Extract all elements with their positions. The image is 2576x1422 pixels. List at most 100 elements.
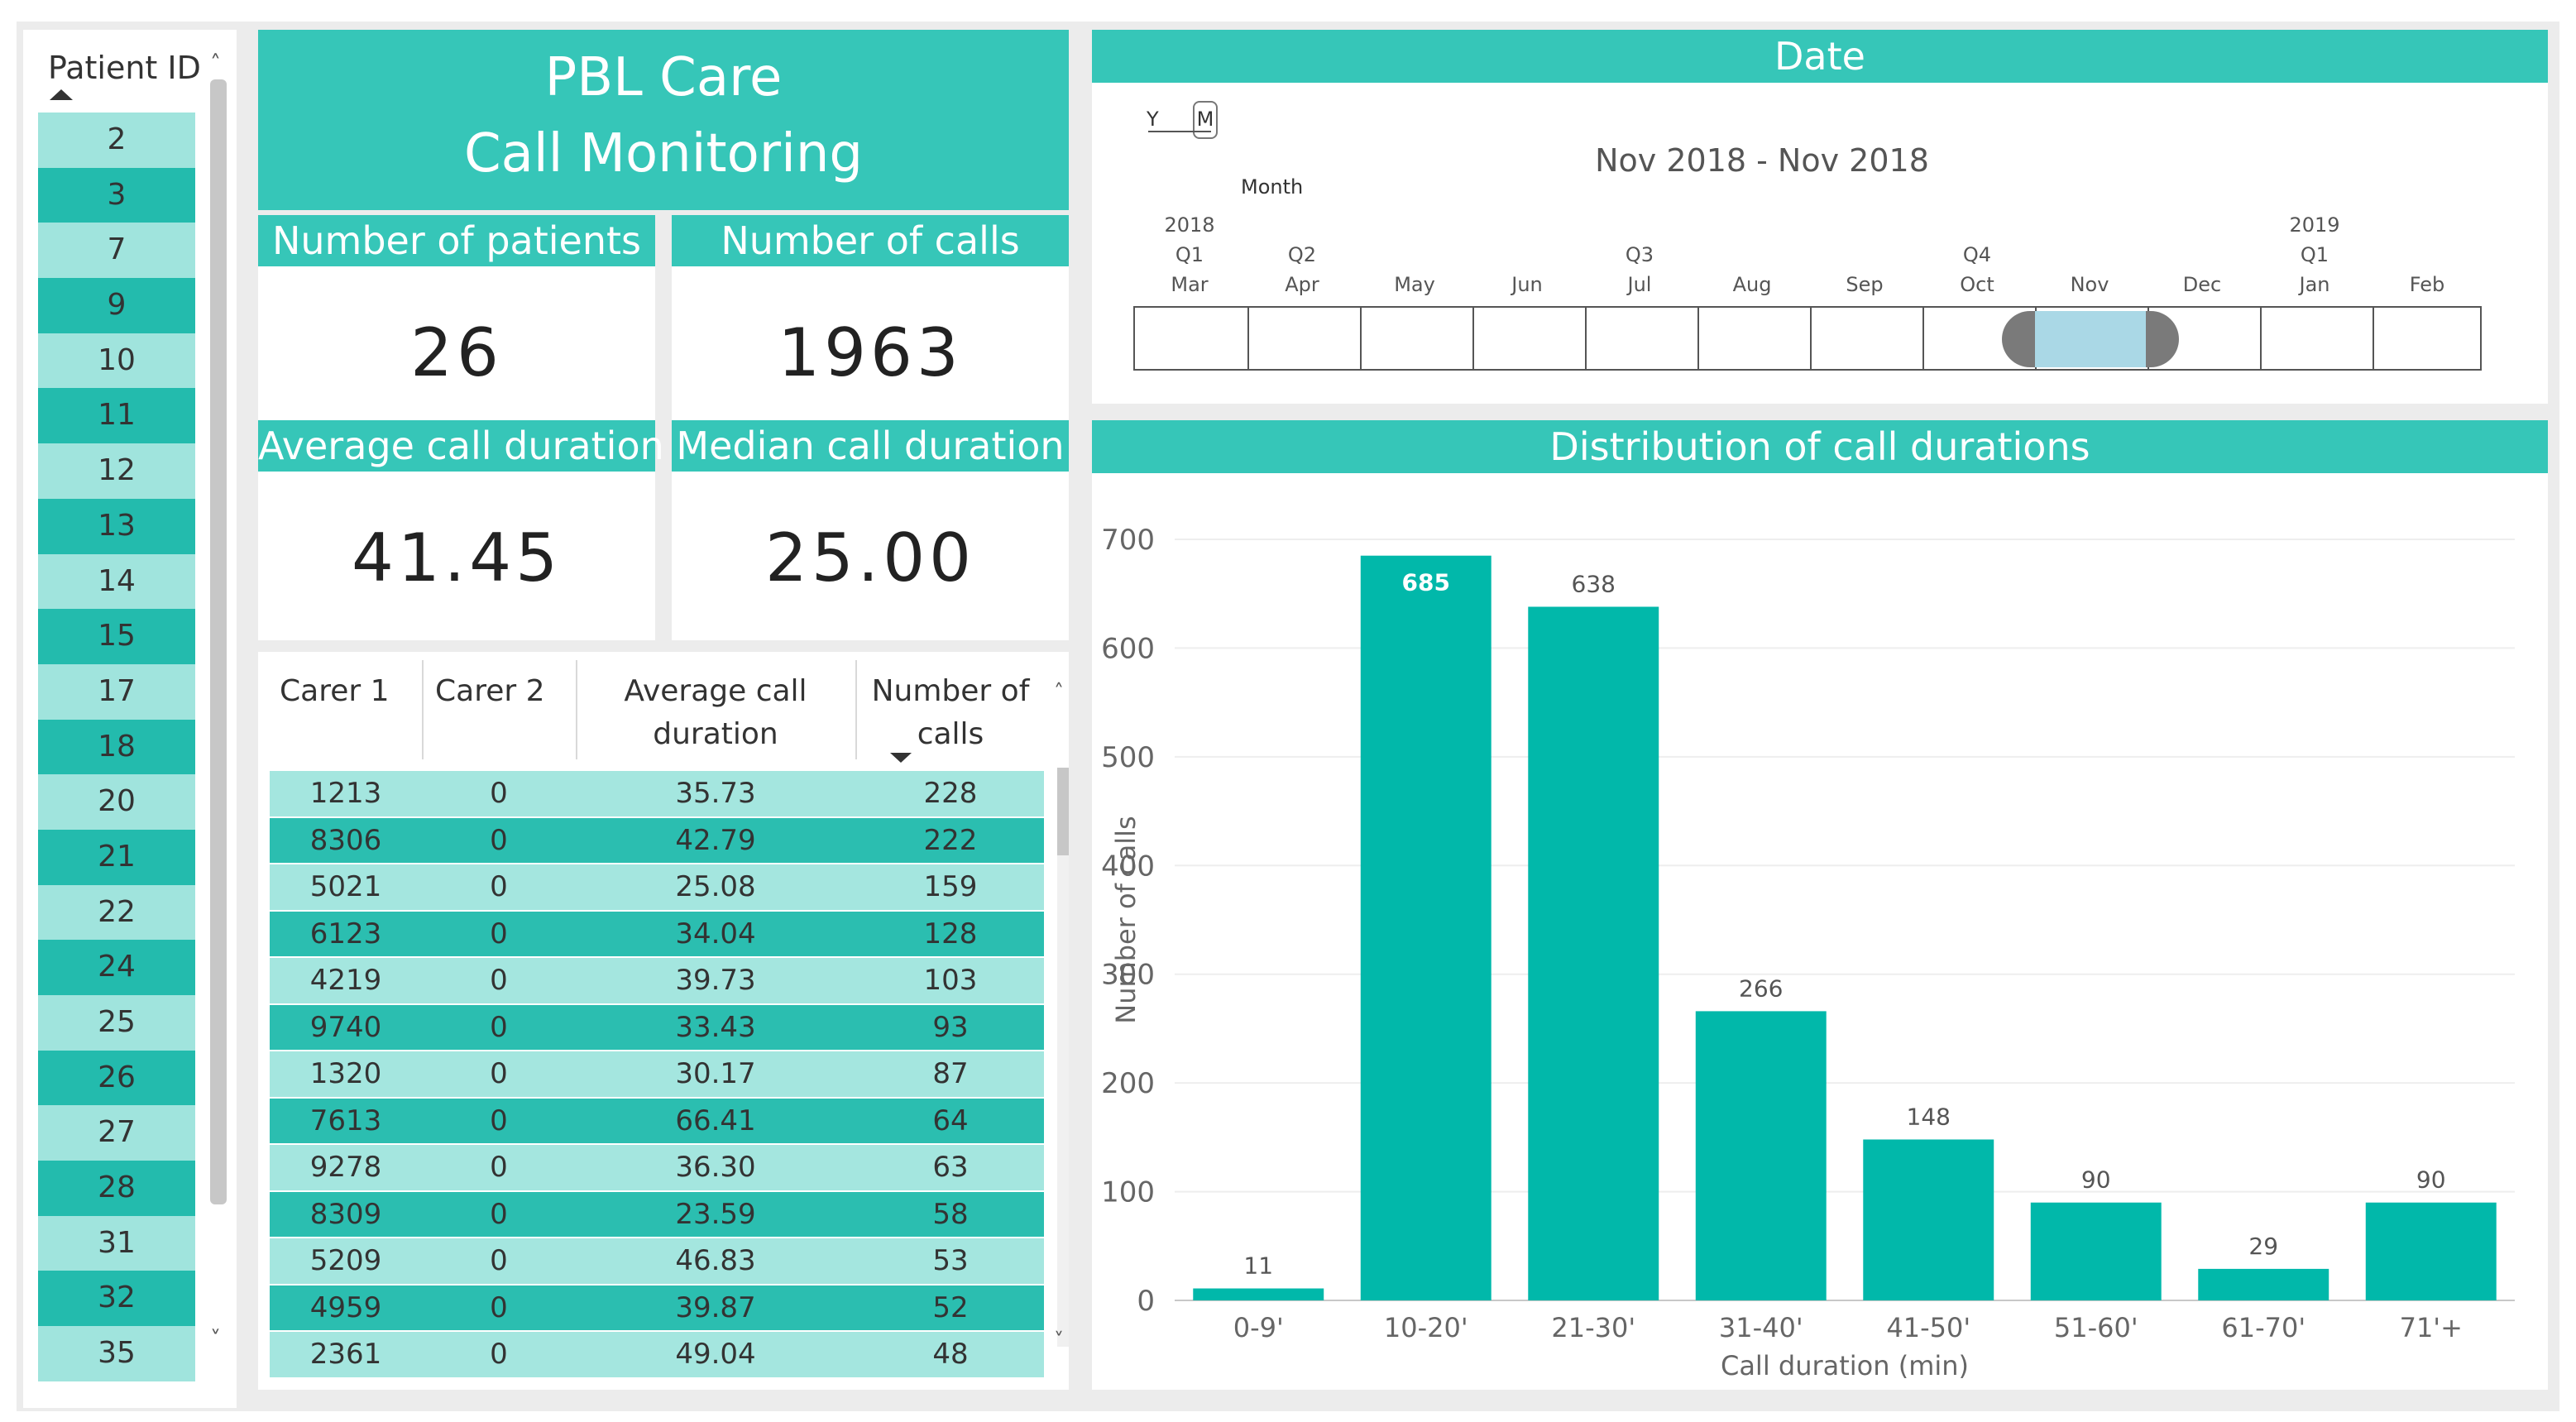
patient-id-item[interactable]: 11 bbox=[38, 388, 195, 444]
table-cell: 0 bbox=[490, 777, 508, 810]
patient-id-item[interactable]: 7 bbox=[38, 223, 195, 279]
table-row[interactable]: 6123 0 34.04 128 bbox=[270, 911, 1044, 958]
table-row[interactable]: 5021 0 25.08 159 bbox=[270, 864, 1044, 912]
timeline-month-cell[interactable] bbox=[2260, 308, 2373, 369]
bar[interactable] bbox=[1863, 1139, 1994, 1300]
table-row[interactable]: 4959 0 39.87 52 bbox=[270, 1285, 1044, 1332]
timeline-month-cell[interactable] bbox=[1697, 308, 1810, 369]
patient-id-item[interactable]: 22 bbox=[38, 884, 195, 941]
table-scrollbar-thumb[interactable] bbox=[1057, 768, 1069, 855]
table-cell: 6123 bbox=[309, 917, 382, 950]
table-cell: 0 bbox=[490, 964, 508, 997]
patient-id-item[interactable]: 12 bbox=[38, 443, 195, 499]
patient-id-item[interactable]: 14 bbox=[38, 553, 195, 610]
patient-id-item[interactable]: 24 bbox=[38, 940, 195, 995]
year-option[interactable]: Y bbox=[1147, 108, 1159, 131]
table-cell: 63 bbox=[932, 1151, 969, 1184]
scroll-up-icon[interactable]: ˄ bbox=[210, 51, 221, 76]
timeline-month-label: Dec bbox=[2182, 273, 2222, 296]
table-row[interactable]: 8309 0 23.59 58 bbox=[270, 1191, 1044, 1238]
patient-id-item[interactable]: 31 bbox=[38, 1215, 195, 1271]
bar[interactable] bbox=[1528, 606, 1659, 1300]
table-row[interactable]: 8306 0 42.79 222 bbox=[270, 817, 1044, 864]
patient-id-item[interactable]: 20 bbox=[38, 774, 195, 830]
slicer-scrollbar[interactable] bbox=[210, 79, 227, 1204]
table-row[interactable]: 9740 0 33.43 93 bbox=[270, 1004, 1044, 1051]
patient-id-slicer: Patient ID ˄ ˅ 2 3 7 9 10 11 12 13 14 15 17 18 20 21 2… bbox=[23, 30, 237, 1408]
kpi-label: Number of patients bbox=[258, 215, 655, 266]
patient-id-item[interactable]: 28 bbox=[38, 1161, 195, 1216]
table-cell: 66.41 bbox=[675, 1104, 756, 1137]
patient-id-item[interactable]: 35 bbox=[38, 1326, 195, 1381]
patient-id-item[interactable]: 18 bbox=[38, 719, 195, 775]
patient-id-item[interactable]: 25 bbox=[38, 995, 195, 1051]
timeline-month-cell[interactable] bbox=[1135, 308, 1247, 369]
timeline-month-cell[interactable] bbox=[1247, 308, 1360, 369]
header-carer-1[interactable]: Carer 1 bbox=[280, 674, 390, 708]
bar[interactable] bbox=[1695, 1011, 1827, 1300]
table-cell: 5021 bbox=[309, 870, 382, 903]
timeline-month-label: Mar bbox=[1171, 273, 1209, 296]
table-cell: 1213 bbox=[309, 777, 382, 810]
patient-id-item[interactable]: 32 bbox=[38, 1271, 195, 1327]
y-tick-label: 0 bbox=[1137, 1285, 1155, 1318]
patient-id-item[interactable]: 2 bbox=[38, 113, 195, 168]
bar[interactable] bbox=[2365, 1202, 2497, 1300]
table-row[interactable]: 5209 0 46.83 53 bbox=[270, 1238, 1044, 1286]
bar[interactable] bbox=[2030, 1202, 2162, 1300]
bar[interactable] bbox=[2198, 1268, 2329, 1300]
timeline-month-cell[interactable] bbox=[1585, 308, 1697, 369]
table-scrollbar-track[interactable] bbox=[1057, 768, 1069, 1347]
patient-id-item[interactable]: 9 bbox=[38, 278, 195, 333]
table-cell: 4959 bbox=[309, 1290, 382, 1324]
table-cell: 228 bbox=[923, 777, 978, 810]
scroll-down-icon[interactable]: ˅ bbox=[210, 1327, 221, 1352]
timeline-month-cell[interactable] bbox=[1922, 308, 2035, 369]
month-option[interactable]: M bbox=[1193, 101, 1218, 139]
table-row[interactable]: 7613 0 66.41 64 bbox=[270, 1098, 1044, 1145]
table-scroll-down-icon[interactable]: ˅ bbox=[1054, 1329, 1064, 1352]
slicer-title[interactable]: Patient ID bbox=[48, 50, 201, 86]
header-carer-2[interactable]: Carer 2 bbox=[435, 674, 545, 708]
patient-id-item[interactable]: 15 bbox=[38, 609, 195, 664]
patient-id-item[interactable]: 10 bbox=[38, 333, 195, 389]
table-scroll-up-icon[interactable]: ˄ bbox=[1054, 680, 1064, 703]
sort-ascending-icon[interactable] bbox=[50, 89, 73, 100]
header-average-call-duration[interactable]: Average call duration bbox=[576, 670, 855, 756]
table-cell: 52 bbox=[932, 1290, 969, 1324]
table-cell: 36.30 bbox=[675, 1151, 756, 1184]
timeline-selected-month[interactable] bbox=[2033, 311, 2146, 367]
table-cell: 93 bbox=[932, 1010, 969, 1044]
kpi-label: Number of calls bbox=[672, 215, 1069, 266]
table-cell: 0 bbox=[490, 1197, 508, 1231]
timeline-month-cell[interactable] bbox=[1360, 308, 1472, 369]
column-divider bbox=[855, 660, 857, 759]
bar[interactable] bbox=[1360, 555, 1491, 1300]
table-row[interactable]: 9278 0 36.30 63 bbox=[270, 1145, 1044, 1192]
patient-id-item[interactable]: 17 bbox=[38, 663, 195, 720]
table-row[interactable]: 1213 0 35.73 228 bbox=[270, 771, 1044, 818]
table-cell: 58 bbox=[932, 1197, 969, 1231]
y-tick-label: 200 bbox=[1101, 1067, 1155, 1100]
date-header: Date bbox=[1092, 30, 2548, 83]
patient-id-item[interactable]: 27 bbox=[38, 1105, 195, 1161]
patient-id-item[interactable]: 26 bbox=[38, 1050, 195, 1106]
timeline-month-label: Oct bbox=[1960, 273, 1994, 296]
table-row[interactable]: 4219 0 39.73 103 bbox=[270, 958, 1044, 1005]
table-cell: 128 bbox=[923, 917, 978, 950]
sort-descending-icon[interactable] bbox=[890, 753, 912, 763]
timeline-month-cell[interactable] bbox=[2373, 308, 2485, 369]
timeline-month-label: May bbox=[1394, 273, 1435, 296]
timeline-month-cell[interactable] bbox=[1472, 308, 1585, 369]
timeline-month-label: Aug bbox=[1732, 273, 1772, 296]
bar[interactable] bbox=[1193, 1288, 1324, 1300]
table-row[interactable]: 2361 0 49.04 48 bbox=[270, 1332, 1044, 1379]
header-number-of-calls[interactable]: Number of calls bbox=[855, 670, 1046, 756]
patient-id-item[interactable]: 21 bbox=[38, 829, 195, 885]
timeline-month-label: Jul bbox=[1627, 273, 1652, 296]
timeline-month-cell[interactable] bbox=[1810, 308, 1922, 369]
patient-id-item[interactable]: 3 bbox=[38, 167, 195, 223]
patient-id-item[interactable]: 13 bbox=[38, 498, 195, 554]
table-row[interactable]: 1320 0 30.17 87 bbox=[270, 1051, 1044, 1099]
table-cell: 7613 bbox=[309, 1104, 382, 1137]
